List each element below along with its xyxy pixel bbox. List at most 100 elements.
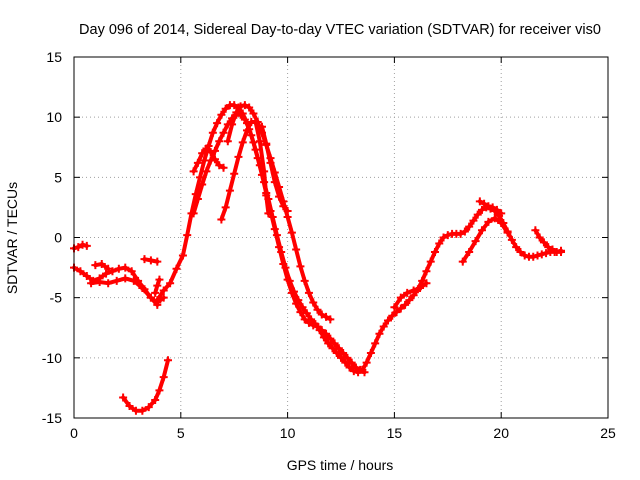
data-point (87, 279, 96, 288)
x-tick-label: 0 (70, 425, 78, 441)
data-point (255, 137, 264, 146)
data-point (257, 122, 266, 131)
data-point (548, 245, 557, 254)
data-point (172, 264, 181, 273)
axis-ticks: 0 5 10 15 20 25 -15 -10 -5 0 5 10 15 (42, 49, 616, 441)
data-point (76, 267, 85, 276)
data-point (202, 167, 211, 176)
data-point (238, 138, 247, 147)
data-point (418, 276, 427, 285)
data-point (166, 279, 175, 288)
data-point (108, 267, 117, 276)
data-point (275, 192, 284, 201)
data-point (129, 276, 138, 285)
data-point (236, 102, 245, 111)
data-point (317, 326, 326, 335)
series-track-j (475, 197, 506, 218)
data-point (409, 286, 418, 295)
data-point (287, 288, 296, 297)
x-tick-label: 20 (493, 425, 509, 441)
data-point (557, 246, 566, 255)
data-point (146, 256, 155, 265)
data-point (531, 226, 540, 235)
data-point (221, 104, 230, 113)
data-point (198, 149, 207, 158)
series-track-q (91, 259, 113, 273)
data-point (97, 259, 106, 268)
data-point (322, 329, 331, 338)
data-point (313, 322, 322, 331)
data-point (270, 225, 279, 234)
data-point (309, 321, 318, 330)
data-point (296, 308, 305, 317)
data-point (208, 128, 217, 137)
data-point (140, 255, 149, 264)
data-point (497, 209, 506, 218)
series-track-k (458, 214, 512, 266)
data-point (189, 209, 198, 218)
series-track-d (153, 101, 566, 377)
data-point (535, 233, 544, 242)
grid-lines (74, 57, 608, 418)
data-point (262, 139, 271, 148)
data-point (371, 339, 380, 348)
data-point (283, 275, 292, 284)
data-point (326, 315, 335, 324)
data-point (82, 272, 91, 281)
data-point (232, 108, 241, 117)
data-point (104, 279, 113, 288)
data-point (138, 284, 147, 293)
data-point (443, 231, 452, 240)
x-axis-label: GPS time / hours (287, 457, 394, 473)
y-tick-label: -10 (42, 350, 62, 366)
series-track-h (189, 144, 228, 176)
data-point (155, 386, 164, 395)
data-point (416, 284, 425, 293)
data-point (153, 296, 162, 305)
data-point (492, 205, 501, 214)
series-track-f (223, 101, 335, 324)
data-point (144, 403, 153, 412)
data-point (270, 178, 279, 187)
series-track-m (390, 279, 431, 312)
data-point (102, 269, 111, 278)
data-point (304, 288, 313, 297)
chart-title: Day 096 of 2014, Sidereal Day-to-day VTE… (79, 22, 601, 38)
data-point (334, 344, 343, 353)
data-point (153, 257, 162, 266)
data-point (529, 252, 538, 261)
y-tick-label: -15 (42, 410, 62, 426)
data-point (266, 158, 275, 167)
data-point (379, 322, 388, 331)
data-point (183, 231, 192, 240)
data-point (458, 257, 467, 266)
data-point (484, 202, 493, 211)
data-point (219, 163, 228, 172)
data-point (292, 245, 301, 254)
data-point (383, 316, 392, 325)
data-point (512, 243, 521, 252)
data-point (471, 237, 480, 246)
data-point (202, 144, 211, 153)
data-point (302, 309, 311, 318)
data-point (480, 199, 489, 208)
data-point (360, 368, 369, 377)
data-point (249, 109, 258, 118)
data-point (228, 120, 237, 129)
x-tick-label: 5 (177, 425, 185, 441)
data-point (484, 217, 493, 226)
data-point (146, 293, 155, 302)
data-point (503, 228, 512, 237)
data-point (520, 251, 529, 260)
data-point (225, 186, 234, 195)
data-point (78, 240, 87, 249)
y-axis-label: SDTVAR / TECUs (4, 182, 20, 294)
data-point (262, 191, 271, 200)
data-point (300, 276, 309, 285)
data-point (469, 216, 478, 225)
data-point (223, 137, 232, 146)
data-point (362, 358, 371, 367)
data-point (240, 101, 249, 110)
data-point (74, 243, 83, 252)
data-point (473, 210, 482, 219)
